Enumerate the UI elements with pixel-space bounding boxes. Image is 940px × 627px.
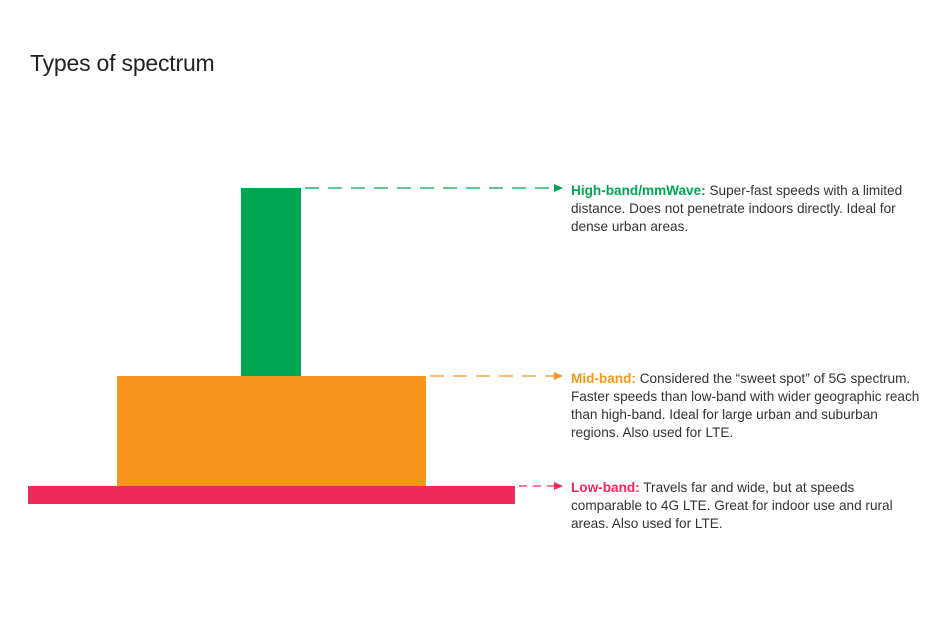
diagram-title: Types of spectrum: [30, 50, 215, 76]
mid-band-text: Considered the “sweet spot” of 5G spectr…: [571, 371, 920, 440]
low-band-description: Low-band: Travels far and wide, but at s…: [571, 479, 921, 533]
low-band-label: Low-band:: [571, 480, 640, 495]
mid-band-label: Mid-band:: [571, 371, 636, 386]
mid-band-bar: [117, 376, 426, 486]
low-band-text: Travels far and wide, but at speeds comp…: [571, 480, 893, 531]
mid-band-description: Mid-band: Considered the “sweet spot” of…: [571, 370, 921, 442]
high-band-description: High-band/mmWave: Super-fast speeds with…: [571, 182, 921, 236]
high-band-text: Super-fast speeds with a limited distanc…: [571, 183, 903, 234]
mid-band-arrow: [430, 372, 563, 380]
high-band-bar: [241, 188, 301, 376]
high-band-arrow: [305, 184, 563, 192]
high-band-label: High-band/mmWave:: [571, 183, 706, 198]
low-band-arrow: [519, 482, 563, 490]
low-band-bar: [28, 486, 515, 504]
